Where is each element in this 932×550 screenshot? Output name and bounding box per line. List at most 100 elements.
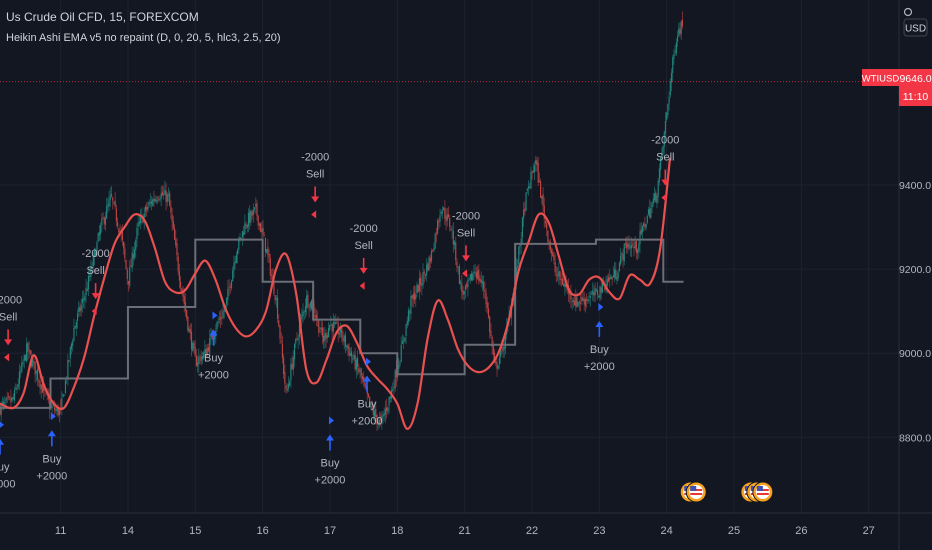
candle-body <box>449 217 451 227</box>
candle-body <box>672 57 674 73</box>
indicator-legend[interactable]: Heikin Ashi EMA v5 no repaint (D, 0, 20,… <box>6 32 281 44</box>
candle-body <box>74 325 76 329</box>
sell-signal[interactable]: -2000 Sell <box>301 151 329 219</box>
candle-body <box>239 237 241 239</box>
buy-signal[interactable]: Buy +2000 <box>315 416 346 486</box>
time-axis[interactable]: 11 14 15 16 17 18 21 22 23 24 25 26 27 <box>55 525 875 537</box>
candle-body <box>251 211 253 216</box>
candle-body <box>502 346 504 352</box>
event-flag-icon[interactable] <box>740 481 774 503</box>
candle-body <box>401 341 404 345</box>
candle-body <box>276 297 279 319</box>
sell-signal[interactable]: -2000 Sell <box>82 248 110 316</box>
candle-body <box>163 194 165 196</box>
candle-body <box>667 104 669 115</box>
candle-body <box>416 284 418 294</box>
candle-body <box>115 208 117 222</box>
candle-body <box>421 283 423 287</box>
candle-body <box>344 335 347 347</box>
candle-body <box>554 262 556 273</box>
candle-body <box>290 364 292 381</box>
candle-body <box>370 403 372 405</box>
price-axis[interactable]: 8800.0 9000.0 9200.0 9400.0 <box>899 180 931 444</box>
candle-body <box>40 384 42 390</box>
candle-body <box>484 289 486 292</box>
candle-body <box>329 325 331 330</box>
candle-body <box>57 406 59 416</box>
candle-body <box>497 365 499 369</box>
candle-body <box>244 223 246 235</box>
candle-body <box>367 393 370 398</box>
candle-body <box>615 269 617 279</box>
candle-body <box>169 192 171 207</box>
symbol-title[interactable]: Us Crude Oil CFD, 15, FOREXCOM <box>6 10 199 24</box>
settings-icon[interactable] <box>903 7 913 17</box>
candle-body <box>320 327 322 331</box>
candle-body <box>189 329 191 334</box>
candle-body <box>186 309 188 319</box>
candle-body <box>480 279 482 283</box>
candle-body <box>166 194 168 202</box>
candle-body <box>318 319 320 333</box>
candle-body <box>383 413 385 416</box>
candle-body <box>633 246 635 249</box>
buy-signal[interactable]: Buy +2000 <box>0 421 15 491</box>
candle-body <box>670 72 673 83</box>
candle-body <box>348 346 350 356</box>
candle-body <box>581 297 583 302</box>
candle-body <box>674 51 676 53</box>
sell-signal[interactable]: -2000 Sell <box>452 210 480 278</box>
buy-marker-icon <box>598 302 604 311</box>
buy-signal[interactable]: Buy +2000 <box>198 311 229 381</box>
candle-body <box>427 263 429 271</box>
candle-body <box>116 222 119 227</box>
last-price-value: 9646.0 <box>899 73 931 85</box>
currency-button[interactable]: USD <box>903 18 928 37</box>
sell-signal[interactable]: -2000 Sell <box>350 223 378 290</box>
buy-label: Buy <box>204 352 223 364</box>
candle-body <box>158 198 160 200</box>
candle-body <box>274 295 276 301</box>
sell-signal[interactable]: -2000 Sell <box>651 135 679 202</box>
candle-body <box>310 300 313 309</box>
buy-signal[interactable]: Buy +2000 <box>36 412 67 482</box>
candle-body <box>52 404 54 406</box>
candle-body <box>109 195 111 200</box>
candle-body <box>463 291 465 294</box>
candle-body <box>230 280 233 288</box>
candle-body <box>121 230 124 241</box>
x-tick-label: 23 <box>593 525 605 537</box>
candle-body <box>295 338 297 344</box>
candle-body <box>336 322 338 324</box>
candle-body <box>405 324 407 336</box>
candle-body <box>525 192 527 211</box>
sell-signal[interactable]: -2000 Sell <box>0 294 22 362</box>
y-tick-label: 9200.0 <box>899 264 931 276</box>
candle-body <box>524 208 526 212</box>
candle-body <box>108 199 110 207</box>
event-flag-icon[interactable] <box>679 481 707 503</box>
candle-body <box>196 362 199 367</box>
buy-marker-icon <box>366 357 372 366</box>
candle-body <box>297 338 299 341</box>
candle-body <box>658 168 661 182</box>
buy-signal[interactable]: Buy +2000 <box>584 302 615 373</box>
candle-body <box>618 263 621 272</box>
candle-body <box>559 270 561 280</box>
candle-body <box>417 284 419 293</box>
buy-marker-icon <box>328 416 334 425</box>
event-flag-layer[interactable] <box>679 481 774 503</box>
candle-body <box>361 375 364 380</box>
candle-body <box>287 384 290 389</box>
candle-body <box>307 294 309 308</box>
x-tick-label: 25 <box>728 525 740 537</box>
buy-signal[interactable]: Buy +2000 <box>352 357 383 428</box>
candle-body <box>607 277 610 282</box>
candle-body <box>440 211 442 214</box>
candle-body <box>11 397 13 401</box>
candle-body <box>678 28 680 36</box>
candle-body <box>335 321 337 324</box>
candle-body <box>324 333 326 341</box>
candle-body <box>388 396 390 406</box>
